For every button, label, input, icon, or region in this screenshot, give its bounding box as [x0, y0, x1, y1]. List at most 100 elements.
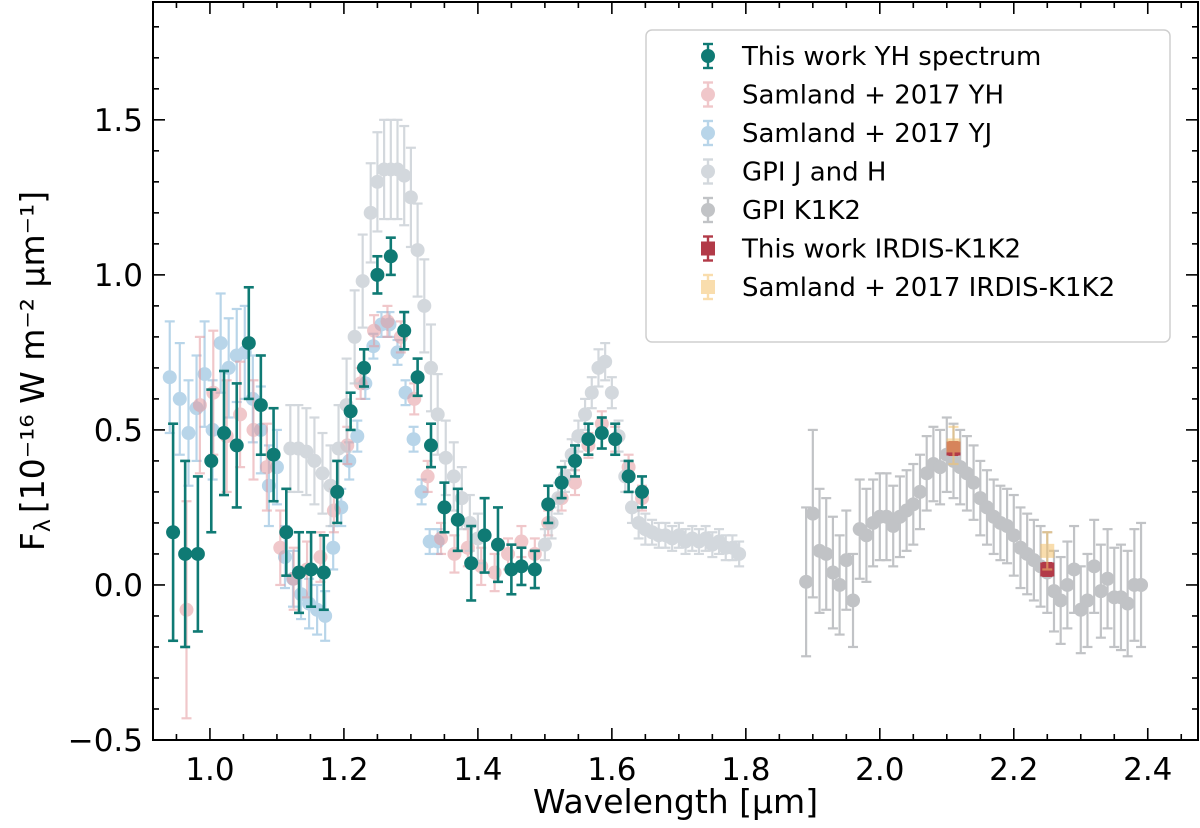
data-point: [966, 475, 981, 490]
data-point: [292, 565, 307, 580]
data-point: [397, 168, 412, 183]
data-point: [313, 550, 328, 565]
data-point: [330, 484, 345, 499]
svg-text:Fλ[10⁻¹⁶ W m⁻² μm⁻¹]: Fλ [10⁻¹⁶ W m⁻² μm⁻¹]: [13, 191, 56, 551]
data-point: [259, 460, 274, 475]
legend-symbol: [701, 126, 715, 140]
series-gpi-j-and-h: [283, 118, 747, 568]
data-point: [423, 360, 438, 375]
data-point: [805, 506, 820, 521]
data-point: [299, 444, 314, 459]
y-axis-label-main: F: [13, 532, 52, 551]
legend-symbol: [701, 280, 715, 294]
data-point: [434, 531, 449, 546]
legend-symbol: [701, 87, 715, 102]
y-tick-label: 0.5: [94, 413, 143, 449]
legend-marker: [701, 81, 715, 108]
data-point: [446, 469, 461, 484]
data-point: [839, 553, 854, 568]
series-samland-2017-yj: [162, 292, 445, 642]
data-point: [204, 453, 219, 468]
data-point: [437, 500, 452, 515]
x-tick-labels: 1.0 1.2 1.4 1.6 1.8 2.0 2.2 2.4: [185, 752, 1172, 788]
data-point: [414, 484, 429, 499]
x-tick-label: 1.8: [721, 752, 770, 788]
data-point: [514, 559, 529, 574]
data-point: [190, 546, 205, 561]
data-point: [347, 329, 362, 344]
y-axis-label: Fλ [10⁻¹⁶ W m⁻² μm⁻¹]: [13, 191, 56, 551]
data-point: [1100, 571, 1115, 586]
data-point: [438, 450, 453, 465]
data-point: [1060, 577, 1075, 592]
data-point: [363, 205, 378, 220]
data-point: [732, 546, 747, 561]
legend-label: Samland + 2017 YJ: [742, 119, 992, 149]
data-point: [608, 432, 623, 447]
legend: This work YH spectrum Samland + 2017 YH Sa…: [645, 29, 1171, 343]
y-tick-label: 1.0: [94, 258, 143, 294]
data-point: [423, 438, 438, 453]
data-point: [181, 426, 196, 441]
data-point: [342, 453, 357, 468]
y-tick-labels: −0.5 0.0 0.5 1.0 1.5: [68, 103, 143, 759]
data-point: [355, 274, 370, 289]
legend-marker: [701, 235, 715, 262]
data-point: [316, 565, 331, 580]
data-point: [464, 556, 479, 571]
data-point: [206, 385, 221, 400]
y-tick-label: 1.5: [94, 103, 143, 139]
data-point: [383, 249, 398, 264]
x-tick-label: 1.4: [453, 752, 502, 788]
x-tick-label: 1.2: [319, 752, 368, 788]
data-point: [326, 503, 341, 518]
x-tick-label: 2.0: [855, 752, 904, 788]
data-point: [304, 562, 319, 577]
data-point: [420, 469, 435, 484]
data-point: [370, 174, 385, 189]
data-point: [604, 385, 619, 400]
data-point: [318, 608, 333, 623]
legend-marker: [701, 273, 715, 301]
data-point: [447, 546, 462, 561]
series-gpi-k1k2: [799, 416, 1149, 658]
data-point: [933, 460, 948, 475]
data-point: [403, 190, 418, 205]
x-tick-label: 1.0: [185, 752, 234, 788]
data-point: [635, 484, 650, 499]
data-point: [946, 438, 961, 453]
data-point: [370, 267, 385, 282]
legend-symbol: [701, 49, 715, 63]
data-point: [217, 426, 232, 441]
data-point: [554, 475, 569, 490]
data-layer: [162, 118, 1149, 720]
data-point: [380, 314, 395, 329]
data-point: [326, 540, 341, 555]
data-point: [846, 593, 861, 608]
data-point: [906, 497, 921, 512]
legend-symbol: [701, 164, 715, 179]
x-axis-label: Wavelength [μm]: [533, 782, 818, 821]
data-point: [367, 323, 382, 338]
data-point: [246, 422, 261, 437]
data-point: [1120, 596, 1135, 611]
legend-symbol: [701, 241, 715, 256]
data-point: [527, 562, 542, 577]
data-point: [417, 298, 432, 313]
data-point: [241, 336, 256, 351]
data-point: [859, 528, 874, 543]
plot-frame: [152, 1, 1199, 741]
data-point: [825, 565, 840, 580]
data-point: [578, 407, 593, 422]
series-this-work-yh-spectrum: [166, 236, 650, 649]
legend-label: Samland + 2017 YH: [742, 81, 1004, 111]
data-point: [1053, 593, 1068, 608]
data-point: [584, 385, 599, 400]
data-point: [450, 512, 465, 527]
y-tick-label: −0.5: [68, 723, 143, 759]
data-point: [487, 565, 502, 580]
data-point: [197, 367, 212, 382]
legend-marker: [701, 42, 715, 70]
x-tick-label: 2.2: [989, 752, 1038, 788]
data-point: [233, 407, 248, 422]
